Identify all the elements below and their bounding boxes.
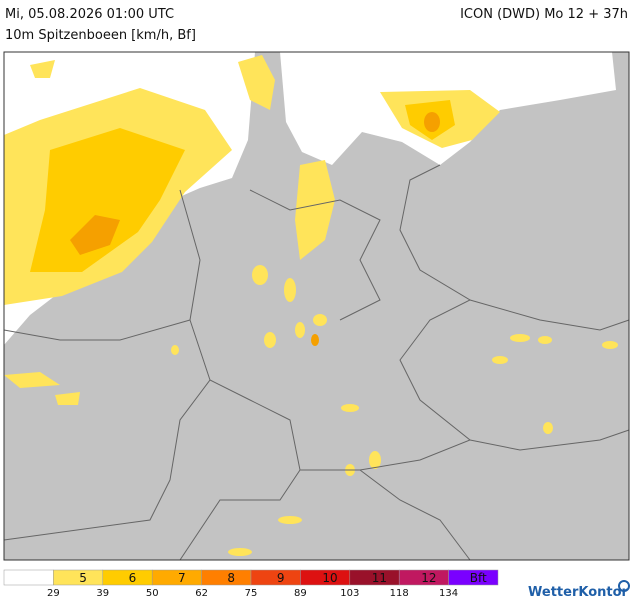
- logo: WetterKontor: [528, 580, 630, 600]
- parameter: 10m Spitzenboeen [km/h, Bf]: [5, 28, 196, 43]
- bf-label: 6: [129, 571, 137, 585]
- map: [3, 51, 630, 561]
- model-run: ICON (DWD) Mo 12 + 37h: [460, 7, 628, 22]
- kmh-tick-label: 103: [340, 588, 359, 599]
- legend-swatch: [151, 569, 202, 586]
- legend-swatch: [250, 569, 301, 586]
- bf-label: 12: [421, 571, 436, 585]
- kmh-tick-label: 118: [390, 588, 409, 599]
- bf-label: Bft: [470, 571, 487, 585]
- kmh-tick-label: 39: [96, 588, 109, 599]
- bf-label: 9: [277, 571, 285, 585]
- bf-label: 7: [178, 571, 186, 585]
- bf-label: 11: [372, 571, 387, 585]
- bf-label: 8: [227, 571, 235, 585]
- kmh-tick-label: 29: [47, 588, 60, 599]
- logo-text: WetterKontor: [528, 585, 629, 600]
- kmh-tick-label: 134: [439, 588, 458, 599]
- kmh-tick-label: 62: [195, 588, 208, 599]
- kmh-tick-label: 50: [146, 588, 159, 599]
- datetime: Mi, 05.08.2026 01:00 UTC: [5, 7, 174, 22]
- kmh-tick-label: 89: [294, 588, 307, 599]
- legend-swatch: [448, 569, 499, 586]
- bf-label: 10: [322, 571, 337, 585]
- legend-swatch: [53, 569, 104, 586]
- legend-swatch: [102, 569, 153, 586]
- bf-label: 5: [79, 571, 87, 585]
- kmh-tick-label: 75: [245, 588, 258, 599]
- legend-swatch: [3, 569, 54, 586]
- legend-swatch: [201, 569, 252, 586]
